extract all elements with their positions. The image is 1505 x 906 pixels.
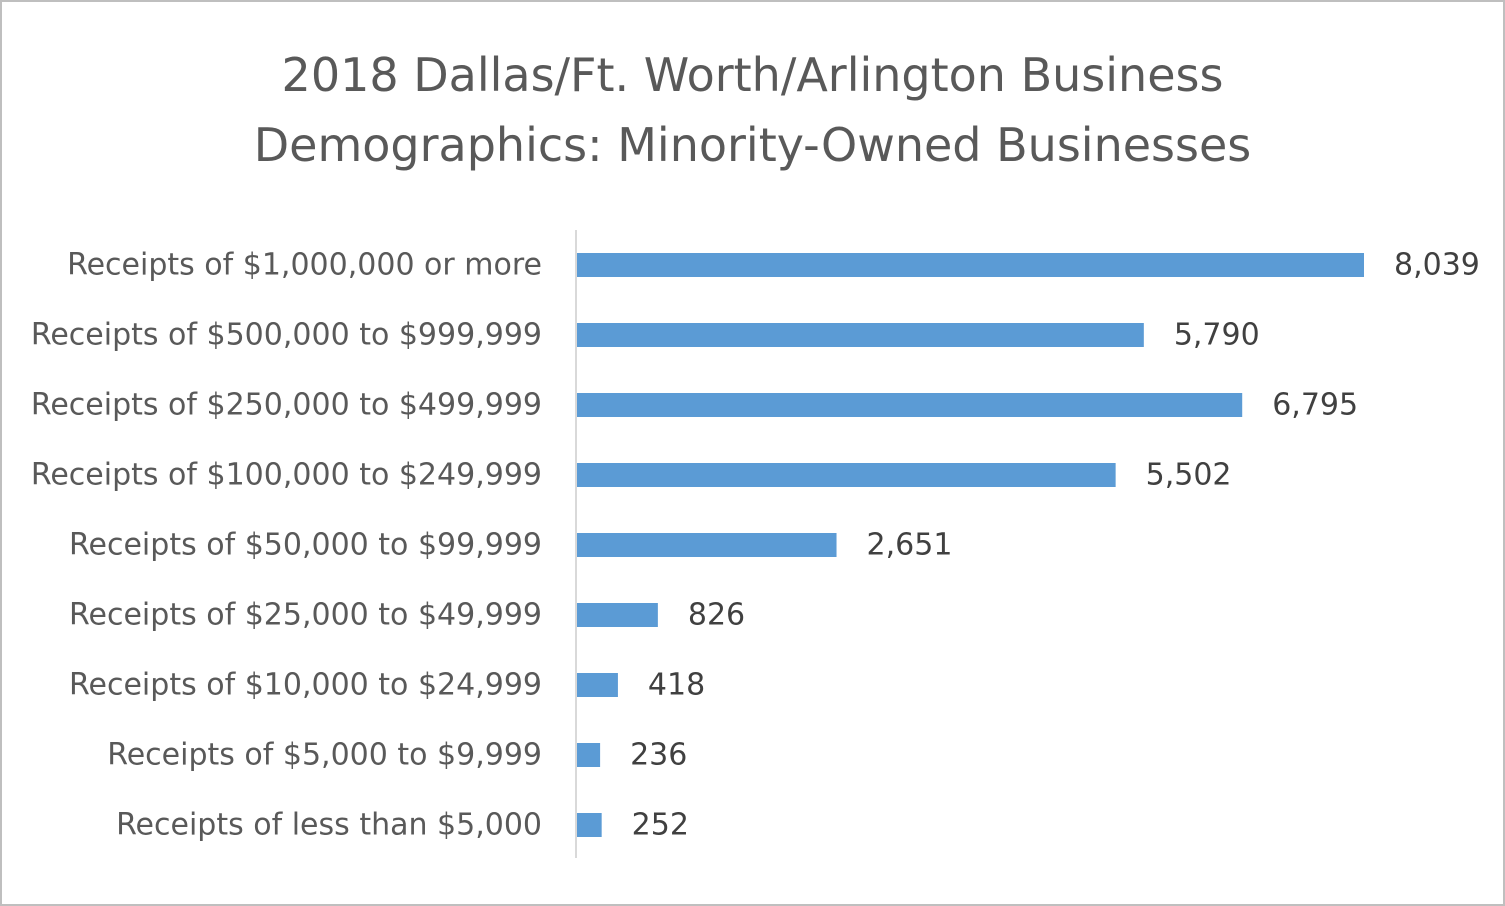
category-label-4: Receipts of $50,000 to $99,999 — [69, 528, 542, 563]
bar-1 — [577, 323, 1144, 347]
bar-2 — [577, 393, 1243, 417]
category-label-1: Receipts of $500,000 to $999,999 — [31, 318, 542, 353]
data-label-8: 252 — [632, 808, 689, 843]
chart-title: 2018 Dallas/Ft. Worth/Arlington Business… — [0, 40, 1505, 180]
bars-layer — [577, 253, 1364, 837]
chart-title-line-1: 2018 Dallas/Ft. Worth/Arlington Business — [281, 48, 1224, 102]
bar-5 — [577, 603, 658, 627]
bar-8 — [577, 813, 602, 837]
data-label-5: 826 — [688, 598, 745, 633]
category-label-3: Receipts of $100,000 to $249,999 — [31, 458, 542, 493]
data-labels-layer: 8,039 5,790 6,795 5,502 2,651 826 418 236 252 — [630, 248, 1480, 843]
bar-7 — [577, 743, 601, 767]
data-label-6: 418 — [648, 668, 705, 703]
data-label-1: 5,790 — [1174, 318, 1260, 353]
chart-title-line-2: Demographics: Minority-Owned Businesses — [253, 118, 1252, 172]
bar-3 — [577, 463, 1116, 487]
bar-0 — [577, 253, 1364, 277]
category-label-8: Receipts of less than $5,000 — [116, 808, 542, 843]
bar-4 — [577, 533, 837, 557]
category-label-5: Receipts of $25,000 to $49,999 — [69, 598, 542, 633]
bar-6 — [577, 673, 618, 697]
category-label-2: Receipts of $250,000 to $499,999 — [31, 388, 542, 423]
category-labels-layer: Receipts of $1,000,000 or more Receipts o… — [31, 248, 542, 843]
category-label-0: Receipts of $1,000,000 or more — [67, 248, 542, 283]
category-label-6: Receipts of $10,000 to $24,999 — [69, 668, 542, 703]
data-label-3: 5,502 — [1146, 458, 1232, 493]
data-label-7: 236 — [630, 738, 687, 773]
category-label-7: Receipts of $5,000 to $9,999 — [107, 738, 542, 773]
data-label-2: 6,795 — [1272, 388, 1358, 423]
data-label-4: 2,651 — [867, 528, 953, 563]
data-label-0: 8,039 — [1394, 248, 1480, 283]
